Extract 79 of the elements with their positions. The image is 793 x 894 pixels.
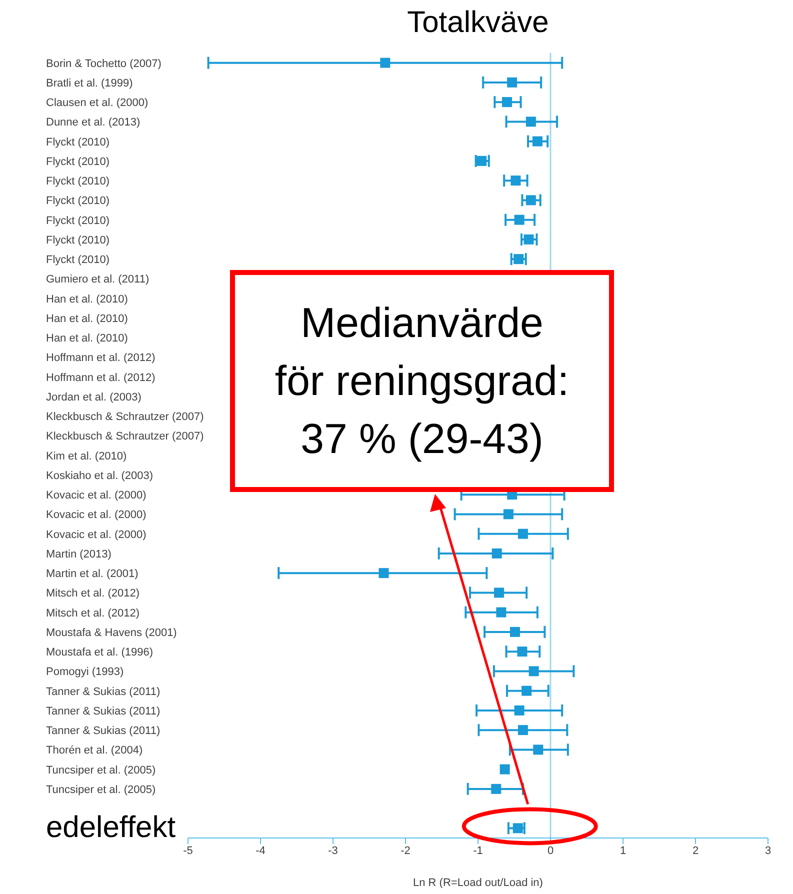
point bbox=[514, 254, 524, 264]
point bbox=[503, 509, 514, 520]
x-tick-label: -4 bbox=[256, 844, 266, 857]
y-tick-label: Kovacic et al. (2000) bbox=[46, 528, 146, 541]
y-tick-label: Flyckt (2010) bbox=[46, 156, 110, 168]
y-tick-label: Clausen et al. (2000) bbox=[46, 97, 148, 110]
y-tick-label: Mitsch et al. (2012) bbox=[46, 588, 140, 600]
y-tick-label: Flyckt (2010) bbox=[46, 254, 110, 266]
point bbox=[476, 156, 487, 166]
y-tick-label: Han et al. (2010) bbox=[46, 332, 128, 345]
y-tick-label: Mitsch et al. (2012) bbox=[46, 607, 140, 620]
y-tick-label: Dunne et al. (2013) bbox=[46, 116, 140, 129]
y-tick-label: Kovacic et al. (2000) bbox=[46, 490, 146, 502]
point bbox=[517, 646, 528, 657]
point bbox=[522, 686, 532, 696]
point bbox=[512, 823, 523, 834]
point bbox=[524, 234, 534, 244]
y-tick-label: Bratli et al. (1999) bbox=[46, 77, 133, 90]
point bbox=[514, 214, 524, 225]
y-tick-label: Pomogyi (1993) bbox=[46, 666, 124, 678]
y-tick-label: Gumiero et al. (2011) bbox=[46, 274, 150, 286]
y-tick-label: Tanner & Sukias (2011) bbox=[46, 725, 160, 738]
y-tick-label: Martin (2013) bbox=[46, 548, 112, 560]
x-tick-label: 3 bbox=[764, 844, 772, 857]
y-tick-label: Borin & Tochetto (2007) bbox=[46, 58, 162, 70]
point bbox=[510, 626, 520, 637]
chart-title: Totalkväve bbox=[406, 6, 550, 40]
y-tick-label: Flyckt (2010) bbox=[46, 195, 110, 208]
point bbox=[528, 666, 539, 676]
x-tick-label: 2 bbox=[692, 844, 699, 857]
y-tick-label: Flyckt (2010) bbox=[46, 176, 110, 188]
y-tick-label: Moustafa & Havens (2001) bbox=[46, 626, 177, 639]
point bbox=[507, 77, 518, 88]
point bbox=[496, 607, 506, 618]
callout-box: Medianvärde för reningsgrad: 37 % (29-43) bbox=[230, 270, 614, 492]
y-tick-label: edeleffekt bbox=[46, 811, 176, 844]
y-tick-label: Han et al. (2010) bbox=[46, 293, 128, 306]
point bbox=[526, 116, 536, 127]
point bbox=[533, 744, 544, 755]
x-tick-label: -1 bbox=[473, 844, 483, 857]
y-tick-label: Hoffmann et al. (2012) bbox=[46, 352, 156, 364]
point bbox=[532, 136, 542, 146]
x-tick-label: 1 bbox=[620, 844, 626, 857]
y-tick-label: Thorén et al. (2004) bbox=[46, 744, 143, 757]
point bbox=[502, 97, 512, 108]
y-tick-label: Kleckbusch & Schrautzer (2007) bbox=[46, 430, 204, 443]
y-tick-label: Hoffmann et al. (2012) bbox=[46, 372, 156, 384]
point bbox=[491, 784, 502, 794]
y-tick-label: Flyckt (2010) bbox=[46, 214, 110, 227]
x-tick-label: -5 bbox=[183, 844, 193, 857]
x-tick-label: -2 bbox=[400, 844, 410, 857]
y-tick-label: Flyckt (2010) bbox=[46, 136, 110, 148]
y-tick-label: Jordan et al. (2003) bbox=[46, 391, 142, 404]
point bbox=[518, 528, 528, 539]
point bbox=[510, 176, 521, 186]
point bbox=[518, 725, 528, 736]
y-tick-label: Kleckbusch & Schrautzer (2007) bbox=[46, 411, 204, 424]
point bbox=[492, 548, 502, 558]
x-axis-title: Ln R (R=Load out/Load in) bbox=[413, 877, 543, 889]
x-tick-label: 0 bbox=[547, 844, 554, 857]
point bbox=[380, 58, 390, 68]
y-tick-label: Tanner & Sukias (2011) bbox=[46, 705, 160, 718]
y-tick-label: Kovacic et al. (2000) bbox=[46, 509, 146, 522]
y-tick-label: Tuncsiper et al. (2005) bbox=[46, 784, 156, 796]
annotation: Medianvärde för reningsgrad: 37 % (29-43) bbox=[274, 298, 570, 464]
y-tick-label: Tuncsiper et al. (2005) bbox=[46, 764, 156, 776]
y-tick-label: Moustafa et al. (1996) bbox=[46, 646, 154, 659]
point bbox=[378, 568, 389, 578]
y-tick-label: Koskiaho et al. (2003) bbox=[46, 470, 154, 482]
point bbox=[500, 764, 510, 774]
y-tick-label: Tanner & Sukias (2011) bbox=[46, 686, 160, 698]
x-tick-label: -3 bbox=[328, 844, 338, 857]
point bbox=[514, 705, 524, 716]
y-tick-label: Flyckt (2010) bbox=[46, 234, 110, 246]
point bbox=[494, 588, 504, 598]
y-tick-label: Martin et al. (2001) bbox=[46, 568, 138, 580]
y-tick-label: Han et al. (2010) bbox=[46, 312, 128, 325]
y-tick-label: Kim et al. (2010) bbox=[46, 450, 127, 462]
point bbox=[526, 195, 536, 206]
